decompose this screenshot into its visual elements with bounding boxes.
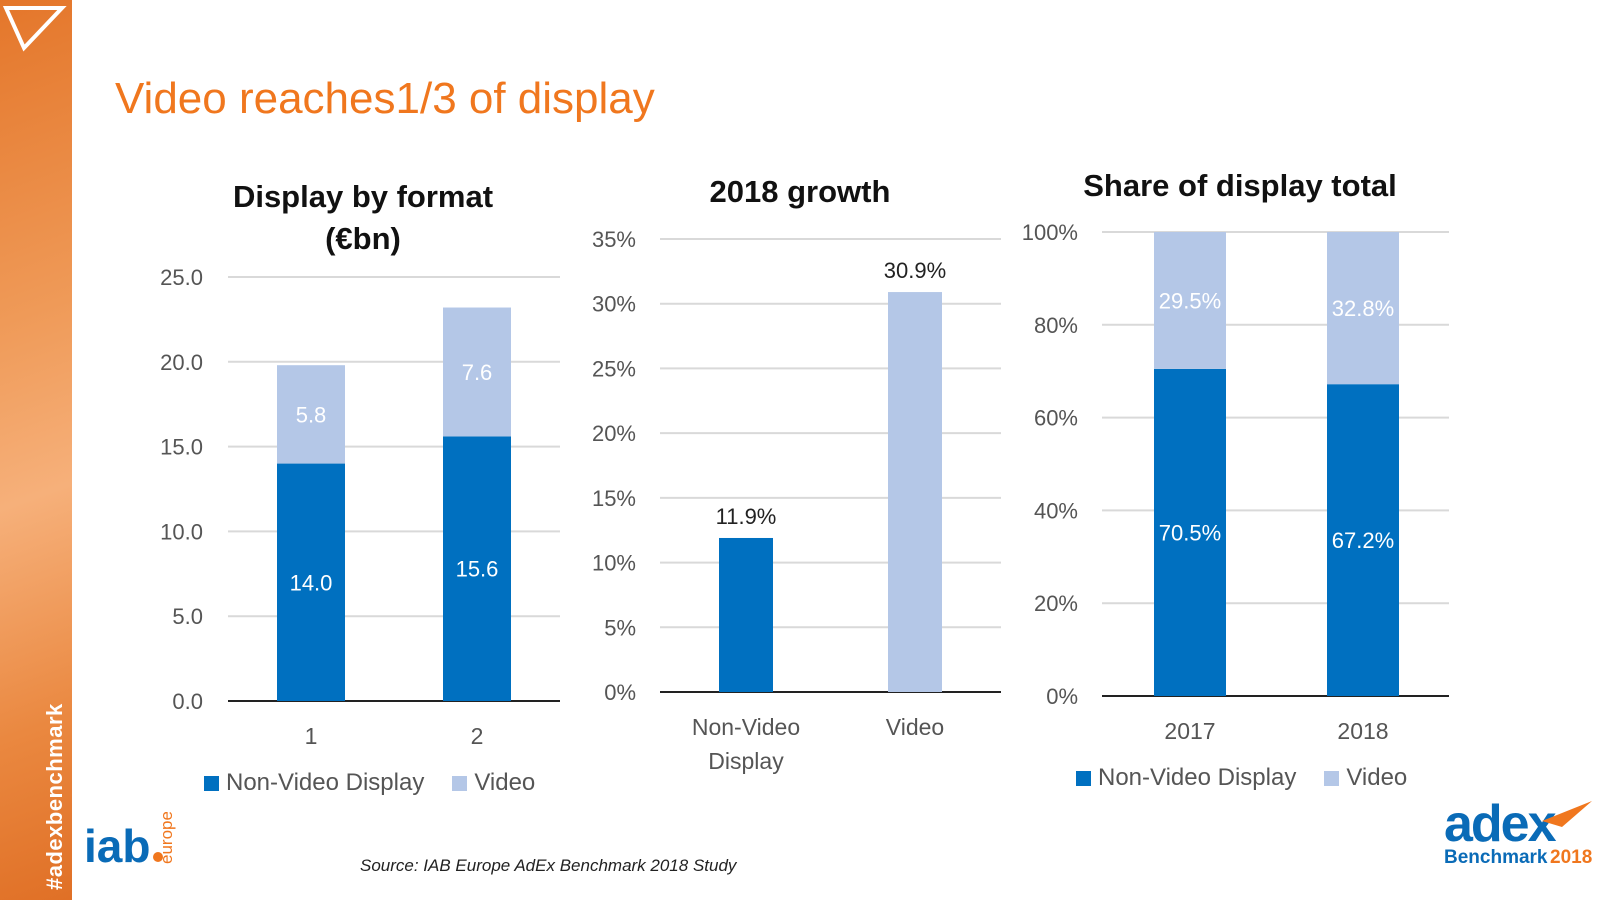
x-category-label: 2017 (1164, 718, 1215, 744)
data-label: 30.9% (884, 258, 946, 283)
bar-segment (1154, 368, 1226, 696)
x-category-label: 1 (305, 723, 318, 749)
data-label: 11.9% (716, 504, 777, 529)
bar-segment (1154, 232, 1226, 369)
legend-label-non-video: Non-Video Display (1098, 764, 1297, 791)
legend-label-video: Video (474, 769, 536, 796)
bar-segment (443, 307, 511, 437)
y-tick-label: 100% (1022, 220, 1078, 245)
page-title: Video reaches1/3 of display (115, 74, 655, 123)
data-label: 7.6 (462, 360, 493, 385)
y-tick-label: 0% (604, 680, 636, 705)
bar-segment (277, 365, 345, 464)
sidebar-decoration: #adexbenchmark (0, 0, 72, 900)
x-category-label: Video (886, 714, 944, 740)
chart3-legend: Non-Video Display Video (1076, 764, 1435, 792)
y-tick-label: 0.0 (172, 689, 203, 714)
legend-item-video: Video (452, 769, 535, 797)
triangle-icon (2, 6, 67, 52)
legend-swatch-non-video (204, 775, 219, 791)
x-category-label: 2018 (1337, 718, 1388, 744)
bar-segment (1327, 384, 1399, 696)
bar-segment (443, 436, 511, 701)
chart3-title: Share of display total (1083, 168, 1397, 203)
y-tick-label: 15% (592, 486, 636, 511)
x-category-label: 2 (471, 723, 484, 749)
source-note: Source: IAB Europe AdEx Benchmark 2018 S… (360, 856, 737, 875)
y-tick-label: 10.0 (160, 519, 203, 544)
chart1-title: Display by format (€bn) (232, 179, 494, 256)
y-tick-label: 15.0 (160, 435, 203, 460)
svg-text:iab: iab (84, 820, 150, 872)
y-tick-label: 25% (592, 356, 636, 381)
data-label: 15.6 (456, 557, 499, 582)
legend-label-non-video: Non-Video Display (226, 769, 425, 796)
y-tick-label: 5% (604, 615, 636, 640)
bar (719, 537, 773, 692)
bar-segment (277, 463, 345, 701)
legend-label-video: Video (1346, 764, 1408, 791)
chart2-title: 2018 growth (709, 174, 891, 209)
data-label: 29.5% (1159, 288, 1221, 313)
adex-benchmark-logo: adex Benchmark 2018 (1444, 797, 1592, 868)
legend-item-non-video: Non-Video Display (204, 769, 424, 797)
data-label: 5.8 (296, 402, 327, 427)
bar (888, 292, 942, 692)
bar-segment (1327, 232, 1399, 385)
data-label: 14.0 (290, 570, 333, 595)
legend-swatch-non-video (1076, 770, 1091, 786)
y-tick-label: 30% (592, 292, 636, 317)
data-label: 67.2% (1332, 528, 1394, 553)
y-tick-label: 20% (592, 421, 636, 446)
data-label: 70.5% (1159, 520, 1221, 545)
y-tick-label: 35% (592, 227, 636, 252)
chart1-legend: Non-Video Display Video (204, 769, 563, 797)
y-tick-label: 80% (1034, 313, 1078, 338)
legend-swatch-video (452, 775, 468, 791)
y-tick-label: 10% (592, 551, 636, 576)
iab-europe-logo: iab europe (84, 812, 176, 872)
legend-item-non-video: Non-Video Display (1076, 764, 1296, 792)
svg-text:adex: adex (1444, 797, 1557, 853)
svg-text:2018: 2018 (1550, 847, 1592, 868)
svg-text:Benchmark: Benchmark (1444, 847, 1548, 868)
y-tick-label: 40% (1034, 498, 1078, 523)
y-tick-label: 5.0 (172, 604, 203, 629)
legend-item-video: Video (1324, 764, 1407, 792)
legend-swatch-video (1324, 770, 1340, 786)
data-label: 32.8% (1332, 296, 1394, 321)
y-tick-label: 60% (1034, 406, 1078, 431)
svg-text:europe: europe (157, 812, 176, 864)
y-tick-label: 20.0 (160, 350, 203, 375)
y-tick-label: 20% (1034, 591, 1078, 616)
y-tick-label: 0% (1046, 684, 1078, 709)
y-tick-label: 25.0 (160, 265, 203, 290)
x-category-label: Non-Video Display (692, 714, 800, 774)
